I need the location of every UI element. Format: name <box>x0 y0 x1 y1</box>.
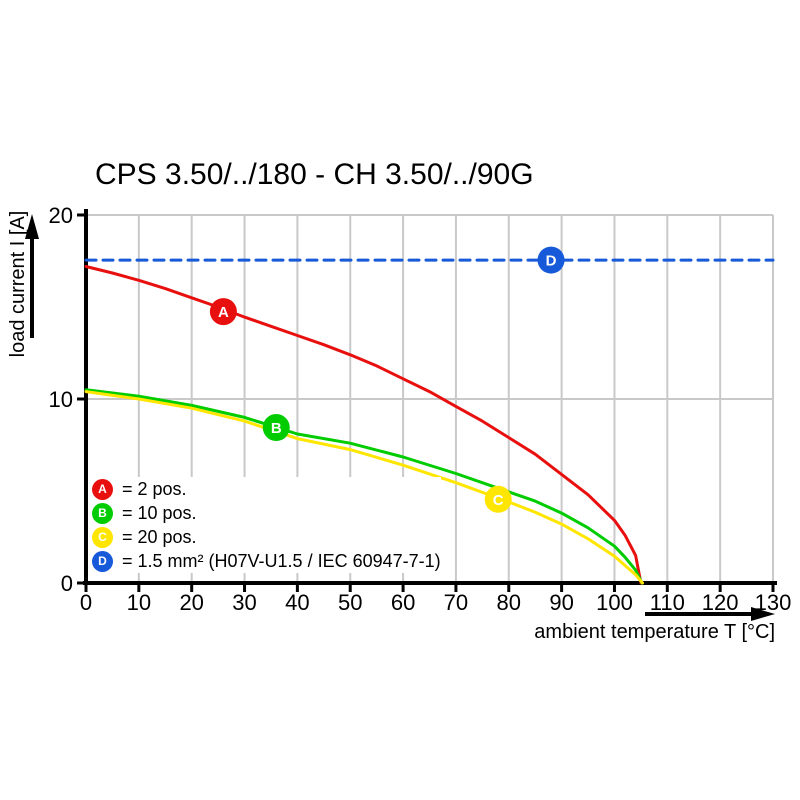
x-axis-tick-label: 40 <box>285 590 309 615</box>
legend-item-c: C = 20 pos. <box>92 525 441 549</box>
x-axis-tick-label: 0 <box>80 590 92 615</box>
chart-title: CPS 3.50/../180 - CH 3.50/../90G <box>95 158 534 191</box>
legend-marker-b-icon: B <box>92 502 113 524</box>
curve-b <box>84 388 644 585</box>
x-axis-tick-label: 70 <box>444 590 468 615</box>
legend: A = 2 pos. B = 10 pos. C = 20 pos. D = 1… <box>92 477 441 573</box>
x-axis-tick-label: 90 <box>549 590 573 615</box>
x-axis-arrow-head <box>751 607 775 621</box>
curve-marker-b <box>262 414 290 442</box>
x-axis-tick-label: 30 <box>232 590 256 615</box>
curve-a <box>84 265 643 585</box>
curve-marker-letter-d: D <box>546 253 557 270</box>
y-axis-title: load current I [A] <box>7 211 29 358</box>
legend-label-b: = 10 pos. <box>122 502 197 523</box>
legend-label-c: = 20 pos. <box>122 526 197 547</box>
x-axis-tick-label: 60 <box>391 590 415 615</box>
curve-marker-d <box>537 246 565 274</box>
legend-marker-d-icon: D <box>92 550 113 572</box>
x-axis-tick-label: 10 <box>127 590 151 615</box>
x-axis-tick-label: 80 <box>497 590 521 615</box>
legend-marker-c-icon: C <box>92 526 113 548</box>
x-axis-title: ambient temperature T [°C] <box>534 621 775 643</box>
x-axis-tick-label: 100 <box>596 590 633 615</box>
legend-marker-a-icon: A <box>92 478 113 500</box>
curve-marker-a <box>209 298 237 326</box>
curve-marker-letter-b: B <box>271 420 282 437</box>
curve-marker-letter-a: A <box>218 304 229 321</box>
legend-item-d: D = 1.5 mm² (H07V-U1.5 / IEC 60947-7-1) <box>92 549 441 573</box>
legend-label-d: = 1.5 mm² (H07V-U1.5 / IEC 60947-7-1) <box>122 550 441 571</box>
y-axis-tick-label: 0 <box>61 571 73 596</box>
legend-item-b: B = 10 pos. <box>92 501 441 525</box>
x-axis-tick-label: 120 <box>702 590 739 615</box>
y-axis-tick-label: 20 <box>49 203 73 228</box>
curve-marker-letter-c: C <box>493 492 504 509</box>
curve-c <box>84 390 644 585</box>
legend-label-a: = 2 pos. <box>122 478 187 499</box>
x-axis-tick-label: 20 <box>179 590 203 615</box>
x-axis-tick-label: 50 <box>338 590 362 615</box>
legend-item-a: A = 2 pos. <box>92 477 441 501</box>
y-axis-arrow-head <box>25 214 39 239</box>
curve-marker-c <box>484 485 512 513</box>
y-axis-tick-label: 10 <box>49 387 73 412</box>
x-axis-tick-label: 110 <box>650 590 685 615</box>
